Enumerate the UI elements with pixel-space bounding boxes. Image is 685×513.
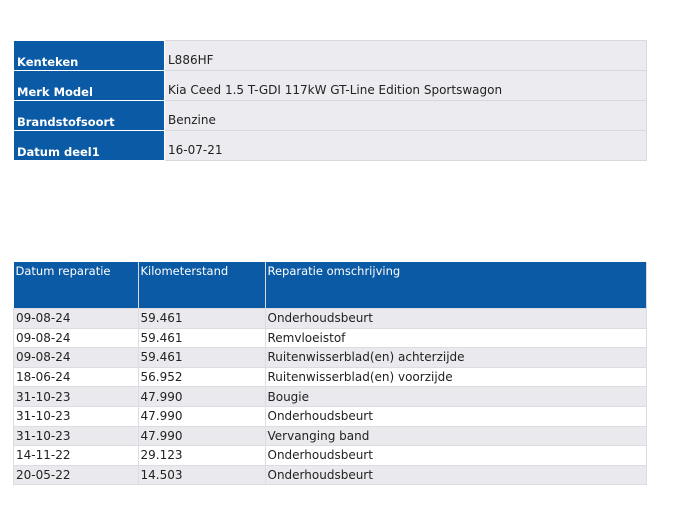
repair-mileage: 59.461 <box>137 347 266 368</box>
repair-date: 18-06-24 <box>13 366 139 388</box>
repair-mileage: 59.461 <box>137 308 266 329</box>
info-value: Benzine <box>164 100 647 131</box>
repair-date: 31-10-23 <box>13 386 139 407</box>
repair-description: Onderhoudsbeurt <box>264 308 647 329</box>
header-datum-reparatie: Datum reparatie <box>13 262 139 309</box>
repair-description: Onderhoudsbeurt <box>264 405 647 427</box>
table-row: 14-11-22 29.123 Onderhoudsbeurt <box>13 445 647 466</box>
info-label: Merk Model <box>13 70 165 101</box>
table-row: 20-05-22 14.503 Onderhoudsbeurt <box>13 464 647 486</box>
repair-date: 09-08-24 <box>13 308 139 329</box>
repair-description: Ruitenwisserblad(en) voorzijde <box>264 366 647 388</box>
table-row: 31-10-23 47.990 Onderhoudsbeurt <box>13 405 647 427</box>
table-row: 09-08-24 59.461 Onderhoudsbeurt <box>13 308 647 329</box>
info-label: Kenteken <box>13 40 165 71</box>
repair-date: 09-08-24 <box>13 327 139 349</box>
table-row: 31-10-23 47.990 Vervanging band <box>13 425 647 447</box>
repair-mileage: 47.990 <box>137 386 266 407</box>
header-reparatie-omschrijving: Reparatie omschrijving <box>265 262 647 309</box>
info-value: Kia Ceed 1.5 T-GDI 117kW GT-Line Edition… <box>164 70 647 101</box>
table-row: 09-08-24 59.461 Ruitenwisserblad(en) achte… <box>13 347 647 368</box>
info-row: Brandstofsoort Benzine <box>13 100 647 131</box>
repair-description: Remvloeistof <box>264 327 647 349</box>
repair-date: 09-08-24 <box>13 347 139 368</box>
repair-date: 20-05-22 <box>13 464 139 486</box>
repair-mileage: 47.990 <box>137 405 266 427</box>
repair-date: 31-10-23 <box>13 425 139 447</box>
repair-mileage: 14.503 <box>137 464 266 486</box>
table-row: 09-08-24 59.461 Remvloeistof <box>13 327 647 349</box>
table-row: 18-06-24 56.952 Ruitenwisserblad(en) voorz… <box>13 366 647 388</box>
repair-date: 31-10-23 <box>13 405 139 427</box>
repair-description: Bougie <box>264 386 647 407</box>
repair-description: Onderhoudsbeurt <box>264 464 647 486</box>
repair-description: Onderhoudsbeurt <box>264 445 647 466</box>
info-row: Datum deel1 16-07-21 <box>13 130 647 161</box>
repair-mileage: 56.952 <box>137 366 266 388</box>
info-label: Brandstofsoort <box>13 100 165 131</box>
repair-description: Ruitenwisserblad(en) achterzijde <box>264 347 647 368</box>
table-header-row: Datum reparatie Kilometerstand Reparatie… <box>13 262 647 309</box>
repair-mileage: 59.461 <box>137 327 266 349</box>
info-row: Merk Model Kia Ceed 1.5 T-GDI 117kW GT-Li… <box>13 70 647 101</box>
repair-date: 14-11-22 <box>13 445 139 466</box>
vehicle-info-table: Kenteken L886HF Merk Model Kia Ceed 1.5 T-G… <box>13 40 647 161</box>
table-row: 31-10-23 47.990 Bougie <box>13 386 647 407</box>
repair-mileage: 29.123 <box>137 445 266 466</box>
repair-history-table: Datum reparatie Kilometerstand Reparatie… <box>13 262 647 486</box>
repair-mileage: 47.990 <box>137 425 266 447</box>
info-label: Datum deel1 <box>13 130 165 161</box>
info-row: Kenteken L886HF <box>13 40 647 71</box>
info-value: L886HF <box>164 40 647 71</box>
header-kilometerstand: Kilometerstand <box>138 262 266 309</box>
info-value: 16-07-21 <box>164 130 647 161</box>
repair-description: Vervanging band <box>264 425 647 447</box>
